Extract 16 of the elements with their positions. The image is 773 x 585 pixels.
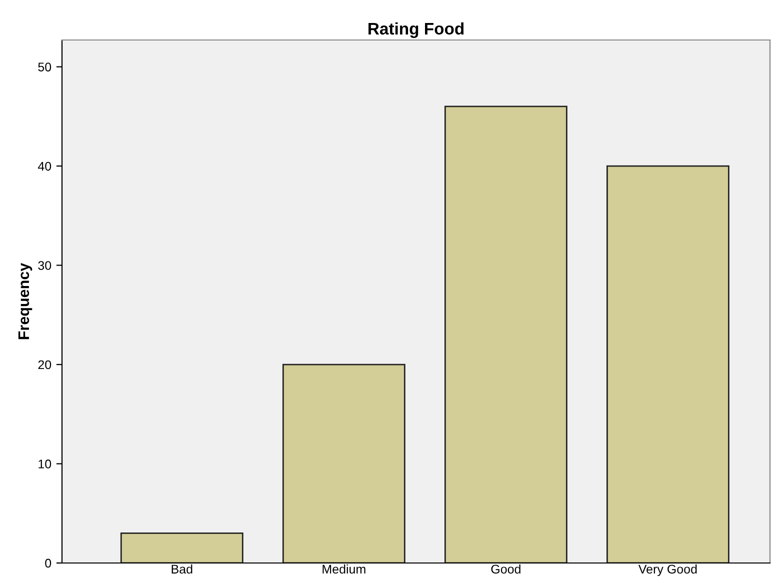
bar [120, 532, 244, 563]
x-tick-label: Medium [322, 564, 366, 574]
bar [606, 165, 730, 563]
y-tick-label: 0 [45, 558, 52, 568]
bar [444, 106, 568, 563]
x-tick-label: Very Good [638, 564, 697, 576]
y-tick-label: 20 [38, 360, 52, 370]
chart-title: Rating Food [368, 22, 464, 38]
y-tick-label: 50 [38, 62, 52, 72]
y-axis-title: Frequency [18, 262, 32, 340]
x-tick-label: Good [491, 564, 520, 574]
y-tick-label: 40 [38, 162, 52, 171]
y-tick-label: 30 [38, 261, 52, 270]
bar [282, 364, 406, 563]
y-tick-label: 10 [38, 460, 52, 468]
x-tick-label: Bad [172, 564, 192, 574]
